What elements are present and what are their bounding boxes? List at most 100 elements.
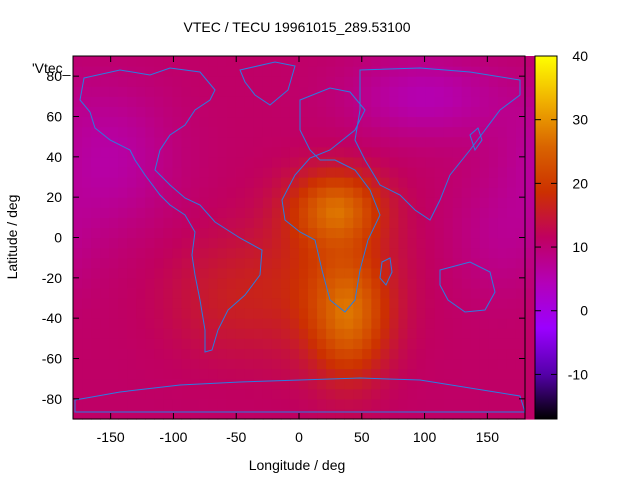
heatmap-cell — [109, 116, 119, 128]
heatmap-cell — [91, 267, 101, 279]
heatmap-cell — [145, 348, 155, 360]
heatmap-cell — [217, 328, 228, 339]
heatmap-cell — [452, 116, 463, 128]
heatmap-cell — [353, 328, 363, 339]
heatmap-cell — [452, 398, 463, 410]
heatmap-cell — [488, 227, 499, 239]
heatmap-cell — [317, 388, 327, 400]
heatmap-cell — [118, 388, 128, 400]
heatmap-cell — [479, 388, 490, 400]
heatmap-cell — [335, 86, 345, 97]
heatmap-cell — [443, 66, 454, 77]
heatmap-cell — [172, 56, 183, 67]
heatmap-cell — [371, 126, 381, 138]
heatmap-cell — [109, 408, 119, 420]
heatmap-cell — [118, 96, 128, 108]
heatmap-cell — [506, 298, 517, 309]
heatmap-cell — [317, 136, 327, 148]
heatmap-cell — [335, 207, 345, 218]
heatmap-cell — [100, 237, 110, 249]
heatmap-cell — [452, 368, 463, 380]
heatmap-cell — [253, 126, 264, 138]
heatmap-cell — [398, 388, 409, 400]
heatmap-cell — [362, 96, 372, 108]
heatmap-cell — [289, 378, 300, 390]
heatmap-cell — [226, 126, 237, 138]
heatmap-cell — [136, 267, 146, 279]
heatmap-cell — [172, 237, 183, 249]
heatmap-cell — [91, 207, 101, 218]
heatmap-cell — [326, 368, 336, 380]
heatmap-cell — [100, 318, 110, 329]
heatmap-cell — [525, 197, 535, 208]
heatmap-cell — [308, 277, 318, 289]
heatmap-cell — [289, 187, 300, 198]
heatmap-cell — [371, 177, 381, 188]
heatmap-cell — [461, 247, 472, 259]
heatmap-cell — [461, 398, 472, 410]
heatmap-cell — [461, 146, 472, 158]
heatmap-cell — [335, 217, 345, 229]
heatmap-cell — [154, 277, 164, 289]
heatmap-cell — [488, 237, 499, 249]
heatmap-cell — [208, 358, 219, 370]
heatmap-cell — [470, 257, 481, 269]
heatmap-cell — [253, 66, 264, 77]
heatmap-cell — [199, 197, 210, 208]
heatmap-cell — [145, 166, 155, 178]
heatmap-cell — [425, 287, 436, 299]
heatmap-cell — [407, 388, 418, 400]
heatmap-cell — [127, 368, 137, 380]
heatmap-cell — [299, 298, 309, 309]
y-axis-title: Latitude / deg — [4, 195, 20, 280]
heatmap-cell — [416, 207, 427, 218]
heatmap-cell — [109, 227, 119, 239]
y-tick-label: 20 — [46, 189, 62, 205]
heatmap-cell — [271, 237, 282, 249]
heatmap-cell — [525, 207, 535, 218]
heatmap-cell — [497, 287, 508, 299]
heatmap-cell — [389, 86, 400, 97]
heatmap-cell — [91, 106, 101, 118]
heatmap-cell — [380, 398, 390, 410]
heatmap-cell — [479, 227, 490, 239]
heatmap-cell — [253, 106, 264, 118]
heatmap-cell — [280, 197, 291, 208]
heatmap-cell — [353, 136, 363, 148]
heatmap-cell — [335, 348, 345, 360]
heatmap-cell — [91, 338, 101, 350]
heatmap-cell — [443, 126, 454, 138]
heatmap-cell — [154, 116, 164, 128]
heatmap-cell — [380, 197, 390, 208]
heatmap-cell — [461, 156, 472, 168]
heatmap-cell — [136, 378, 146, 390]
heatmap-cell — [407, 227, 418, 239]
heatmap-cell — [262, 308, 273, 319]
heatmap-cell — [181, 116, 192, 128]
heatmap-cell — [91, 368, 101, 380]
heatmap-cell — [425, 207, 436, 218]
heatmap-cell — [118, 308, 128, 319]
heatmap-cell — [443, 398, 454, 410]
heatmap-cell — [525, 217, 535, 229]
heatmap-cell — [217, 197, 228, 208]
heatmap-cell — [461, 338, 472, 350]
heatmap-cell — [199, 96, 210, 108]
heatmap-cell — [443, 257, 454, 269]
heatmap-cell — [362, 277, 372, 289]
heatmap-cell — [217, 146, 228, 158]
heatmap-cell — [217, 116, 228, 128]
heatmap-cell — [262, 96, 273, 108]
x-tick-label: 150 — [476, 429, 500, 445]
heatmap-cell — [317, 328, 327, 339]
heatmap-cell — [353, 166, 363, 178]
heatmap-cell — [371, 86, 381, 97]
heatmap-cell — [335, 388, 345, 400]
heatmap-cell — [253, 56, 264, 67]
heatmap-cell — [190, 328, 201, 339]
heatmap-cell — [271, 298, 282, 309]
heatmap-cell — [127, 378, 137, 390]
heatmap-cell — [82, 146, 92, 158]
heatmap-cell — [470, 237, 481, 249]
heatmap-cell — [289, 308, 300, 319]
